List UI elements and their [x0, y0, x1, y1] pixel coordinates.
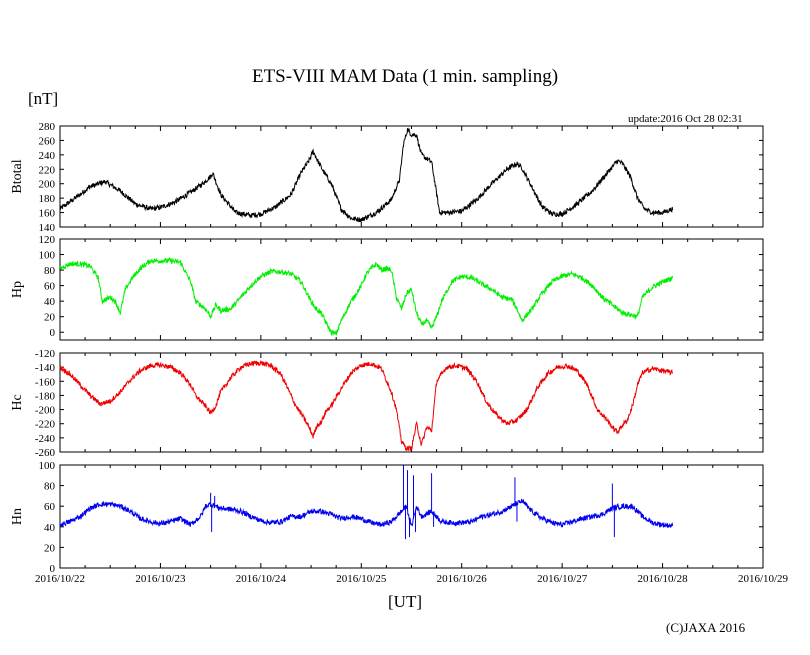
hc-y-tick-label: -180 — [35, 390, 56, 402]
hp-axis-label: Hp — [10, 281, 25, 298]
x-axis-unit-label: [UT] — [388, 592, 422, 611]
copyright-text: (C)JAXA 2016 — [666, 620, 746, 635]
hp-y-tick-label: 40 — [44, 296, 56, 308]
hp-y-tick-label: 80 — [44, 265, 56, 277]
update-timestamp: update:2016 Oct 28 02:31 — [628, 113, 743, 125]
x-tick-label: 2016/10/29 — [738, 573, 789, 585]
x-tick-label: 2016/10/28 — [638, 573, 689, 585]
unit-label: [nT] — [28, 89, 59, 108]
btotal-y-tick-label: 180 — [39, 193, 56, 205]
chart-title: ETS-VIII MAM Data (1 min. sampling) — [251, 66, 559, 87]
btotal-y-tick-label: 160 — [39, 208, 56, 220]
hn-panel-frame — [59, 464, 764, 569]
hp-y-tick-label: 60 — [44, 281, 56, 293]
hc-y-tick-label: -160 — [35, 376, 56, 388]
hc-series-line — [59, 359, 674, 451]
hp-y-tick-label: 100 — [39, 250, 56, 262]
hc-y-tick-label: -200 — [35, 405, 56, 417]
btotal-y-tick-label: 280 — [39, 121, 56, 133]
hp-y-tick-label: 20 — [44, 312, 56, 324]
btotal-y-tick-label: 240 — [39, 150, 56, 162]
hn-series-line — [59, 498, 674, 529]
x-tick-label: 2016/10/24 — [236, 573, 287, 585]
hc-axis-label: Hc — [10, 394, 25, 410]
hn-axis-label: Hn — [10, 508, 25, 525]
btotal-y-tick-label: 140 — [39, 222, 56, 234]
btotal-y-tick-label: 260 — [39, 135, 56, 147]
hn-y-tick-label: 60 — [44, 501, 56, 513]
x-tick-label: 2016/10/27 — [537, 573, 588, 585]
hn-y-tick-label: 0 — [50, 563, 56, 575]
hc-y-tick-label: -260 — [35, 447, 56, 459]
hp-series-line — [59, 256, 674, 337]
x-tick-label: 2016/10/26 — [437, 573, 488, 585]
hn-y-tick-label: 40 — [44, 522, 56, 534]
x-tick-label: 2016/10/25 — [336, 573, 387, 585]
x-tick-label: 2016/10/22 — [35, 573, 85, 585]
hc-y-tick-label: -240 — [35, 433, 56, 445]
hc-y-tick-label: -220 — [35, 419, 56, 431]
hn-y-tick-label: 100 — [39, 460, 56, 472]
btotal-y-tick-label: 220 — [39, 164, 56, 176]
hp-y-tick-label: 0 — [50, 327, 56, 339]
btotal-y-tick-label: 200 — [39, 179, 56, 191]
hn-y-tick-label: 20 — [44, 542, 56, 554]
x-tick-label: 2016/10/23 — [135, 573, 186, 585]
hc-y-tick-label: -120 — [35, 348, 56, 360]
hc-y-tick-label: -140 — [35, 362, 56, 374]
hn-y-tick-label: 80 — [44, 481, 56, 493]
btotal-axis-label: Btotal — [10, 159, 25, 193]
hp-y-tick-label: 120 — [39, 234, 56, 246]
btotal-series-line — [59, 127, 674, 223]
